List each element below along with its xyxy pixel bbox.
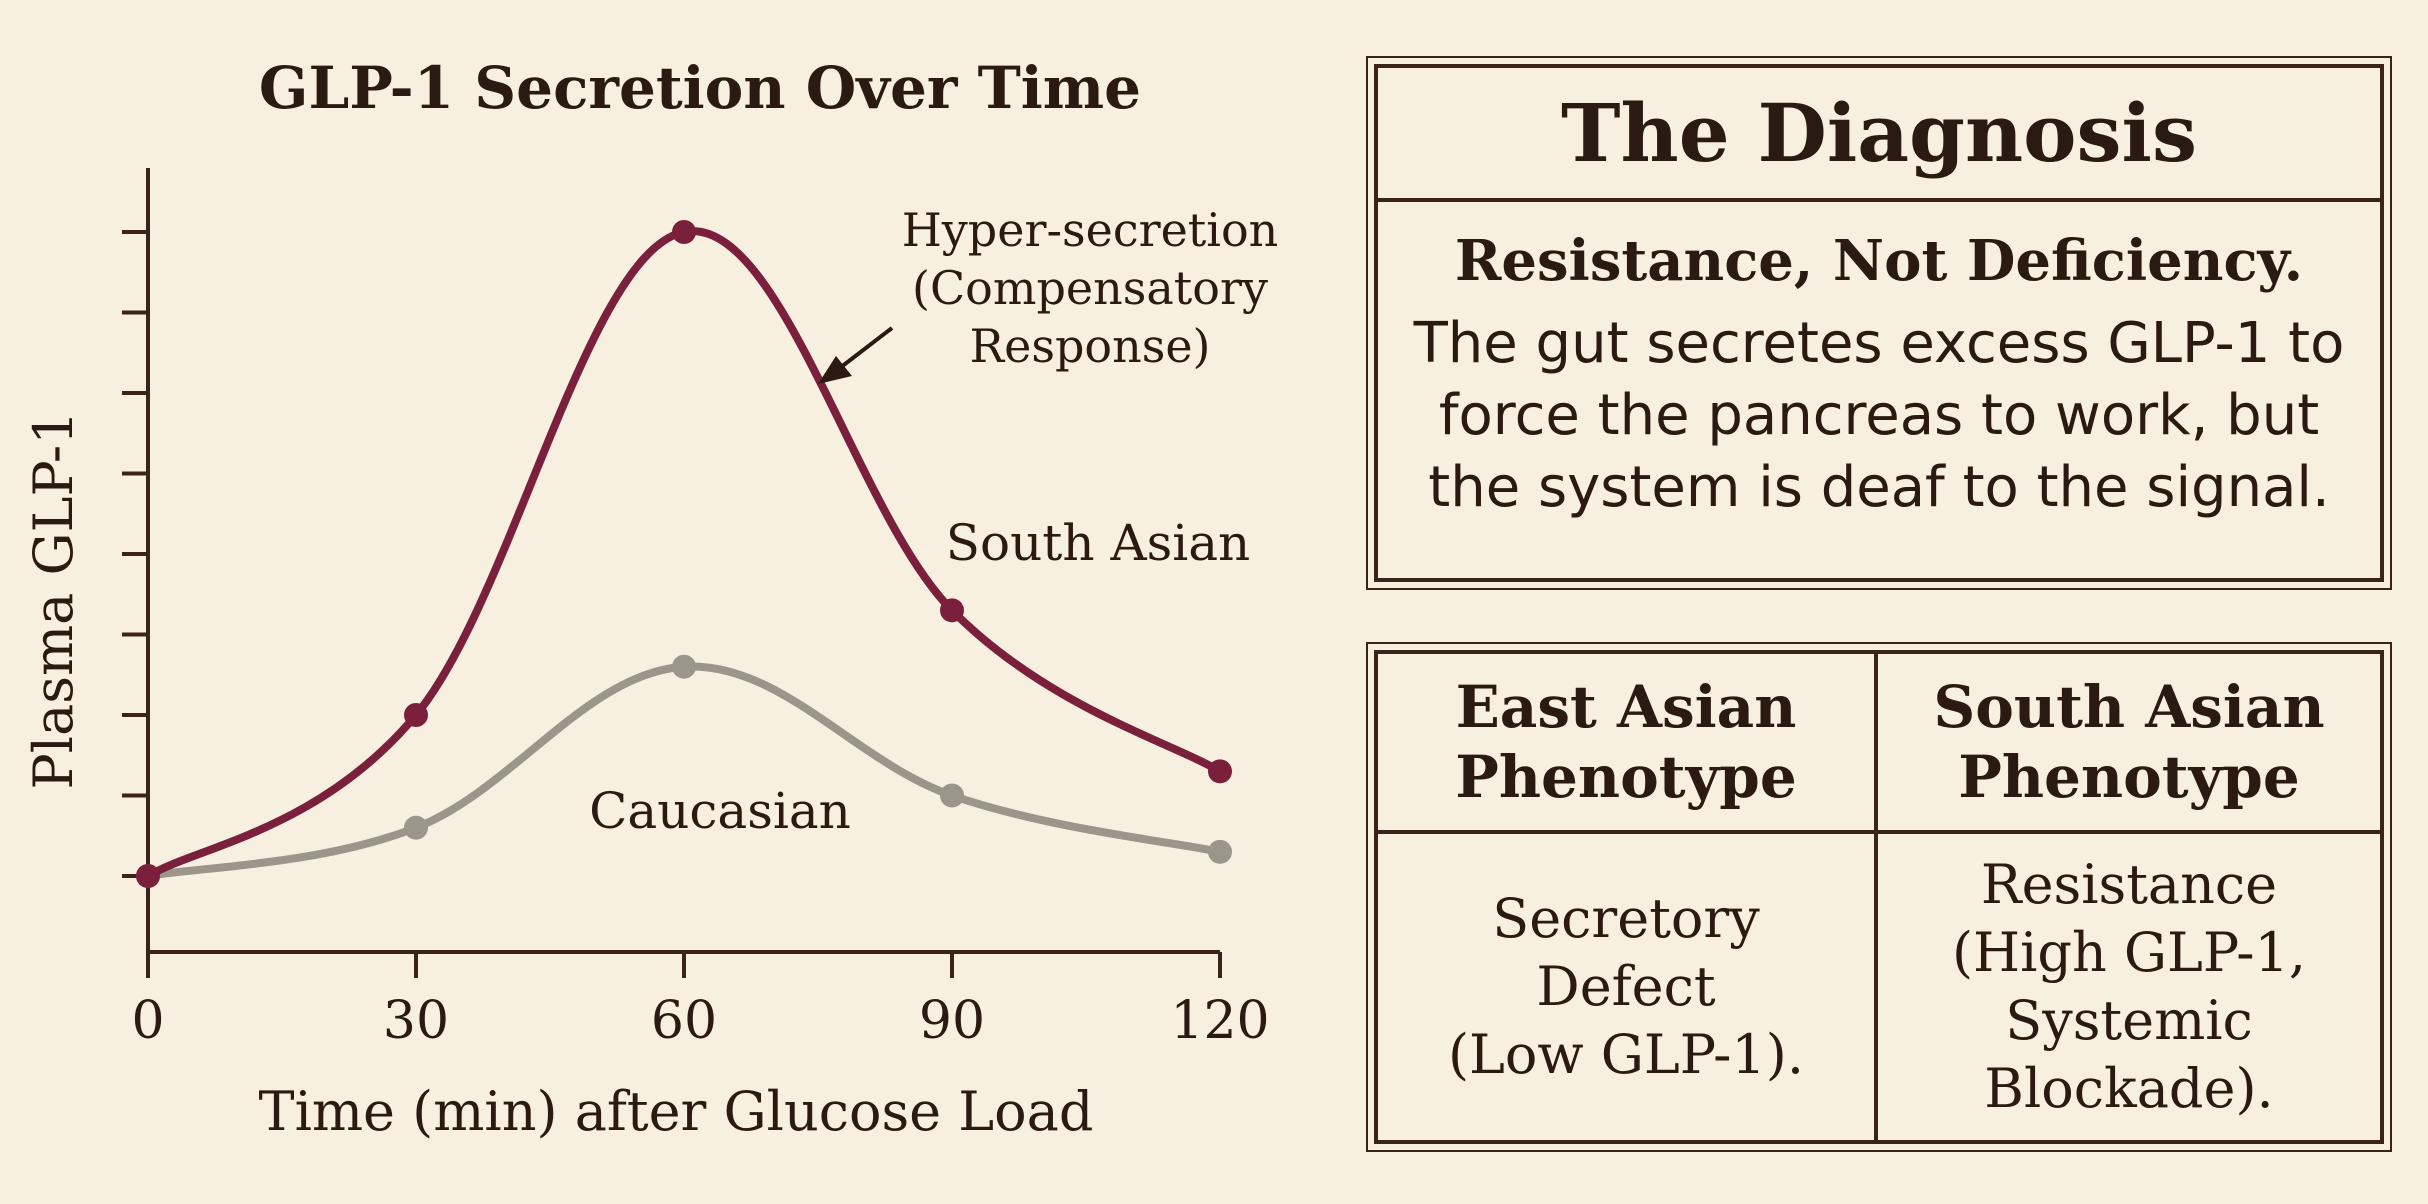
y-axis-label: Plasma GLP-1	[22, 410, 85, 789]
annotation-line-2: (Compensatory	[912, 261, 1268, 315]
diagnosis-title: The Diagnosis	[1378, 68, 2380, 202]
data-point-caucasian-60	[672, 654, 696, 679]
series-label-caucasian: Caucasian	[589, 782, 851, 840]
series-label-south-asian: South Asian	[946, 514, 1251, 572]
east-asian-description: Secretory Defect (Low GLP-1).	[1378, 834, 1878, 1140]
diagnosis-body: The gut secretes excess GLP-1 to force t…	[1408, 308, 2350, 524]
x-tick-label-1: 30	[383, 991, 449, 1051]
east-asian-description-line: Secretory	[1492, 887, 1760, 950]
phenotype-table: East Asian Phenotype South Asian Phenoty…	[1366, 642, 2392, 1152]
annotation-line-3: Response)	[969, 319, 1210, 373]
south-asian-description-line: (High GLP-1,	[1951, 921, 2307, 984]
diagnosis-body-line: The gut secretes excess GLP-1 to	[1413, 311, 2345, 376]
south-asian-description: Resistance (High GLP-1, Systemic Blockad…	[1878, 834, 2380, 1140]
diagnosis-subtitle: Resistance, Not Deficiency.	[1454, 228, 2304, 294]
x-tick-label-0: 0	[131, 991, 164, 1051]
annotation-line-1: Hyper-secretion	[902, 203, 1279, 257]
data-point-south-asian-120	[1208, 759, 1232, 784]
series-line-caucasian	[144, 662, 1224, 880]
south-asian-header-line: Phenotype	[1958, 743, 2300, 811]
data-point-south-asian-0	[136, 864, 160, 888]
x-axis-ticks: 0 30 60 90 120	[131, 952, 1270, 1051]
east-asian-header-line: Phenotype	[1455, 743, 1797, 811]
diagnosis-box: The Diagnosis Resistance, Not Deficiency…	[1366, 56, 2392, 590]
diagnosis-body-line: the system is deaf to the signal.	[1428, 455, 2330, 520]
y-axis-ticks	[122, 230, 148, 878]
south-asian-description-line: Blockade).	[1984, 1057, 2274, 1120]
data-point-south-asian-90	[940, 598, 964, 623]
x-tick-label-4: 120	[1170, 991, 1269, 1051]
x-tick-label-2: 60	[651, 991, 717, 1051]
diagnosis-body-line: force the pancreas to work, but	[1438, 383, 2320, 448]
data-point-south-asian-30	[404, 703, 428, 727]
chart-title: GLP-1 Secretion Over Time	[259, 54, 1141, 122]
data-point-south-asian-60	[672, 220, 696, 244]
data-point-caucasian-90	[940, 783, 964, 808]
east-asian-description-line: Defect	[1536, 955, 1716, 1018]
data-point-caucasian-30	[404, 815, 428, 840]
annotation-arrow-head	[818, 356, 852, 384]
annotation: Hyper-secretion (Compensatory Response)	[818, 203, 1278, 384]
south-asian-header-line: South Asian	[1933, 673, 2325, 741]
x-tick-label-3: 90	[919, 991, 985, 1051]
east-asian-header: East Asian Phenotype	[1378, 654, 1878, 834]
x-axis-label: Time (min) after Glucose Load	[259, 1080, 1094, 1143]
south-asian-description-line: Systemic	[2005, 989, 2253, 1052]
glp1-line-chart: GLP-1 Secretion Over Time Plasma GLP-1 T…	[22, 54, 1278, 1143]
south-asian-description-line: Resistance	[1980, 853, 2278, 916]
south-asian-header: South Asian Phenotype	[1878, 654, 2380, 834]
series-layer	[136, 220, 1232, 888]
data-point-caucasian-120	[1208, 839, 1232, 864]
east-asian-header-line: East Asian	[1455, 673, 1797, 741]
east-asian-description-line: (Low GLP-1).	[1447, 1023, 1805, 1086]
